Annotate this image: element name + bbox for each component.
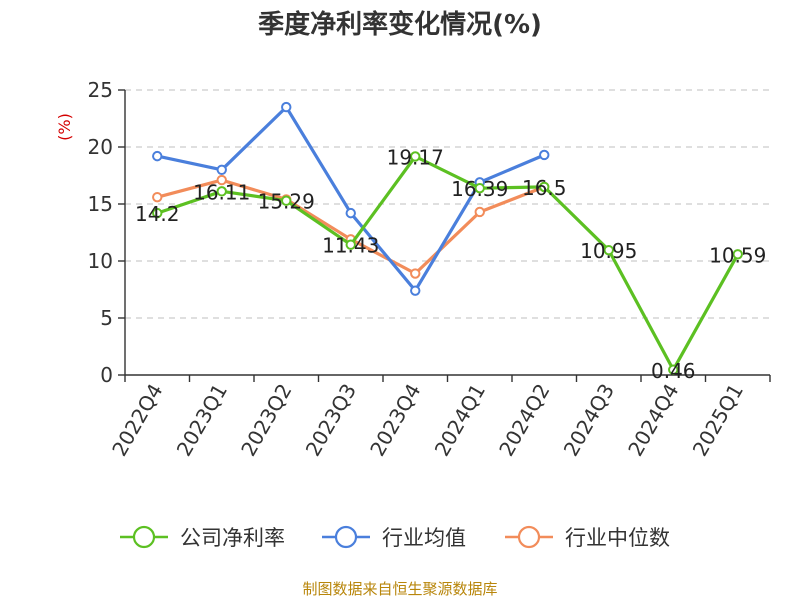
legend-label: 行业均值 (382, 526, 466, 550)
y-tick-labels: 0 5 10 15 20 25 (88, 78, 113, 387)
data-point (152, 191, 163, 203)
series-lines (152, 101, 743, 375)
data-point (410, 268, 421, 279)
data-point (539, 181, 550, 193)
y-tick-label: 0 (100, 363, 113, 387)
y-tick-label: 25 (88, 78, 113, 102)
x-tick-label: 2023Q4 (365, 380, 425, 461)
data-label: 16.5 (522, 176, 567, 200)
x-tick-label: 2024Q2 (494, 380, 554, 461)
data-label: 15.29 (258, 190, 315, 214)
legend-marker (132, 525, 156, 549)
data-label: 0.46 (651, 359, 696, 383)
data-point (281, 195, 292, 206)
legend-item[interactable]: 行业均值 (322, 525, 466, 550)
legend-label: 行业中位数 (565, 526, 670, 550)
data-point (152, 207, 163, 219)
data-point (732, 249, 743, 260)
x-tick-label: 2023Q2 (236, 380, 296, 461)
legend-item[interactable]: 公司净利率 (120, 525, 285, 550)
data-label: 19.17 (387, 145, 444, 169)
data-point (216, 174, 227, 186)
legend[interactable]: 公司净利率 行业均值 行业中位数 (120, 525, 670, 550)
data-point (474, 206, 485, 218)
data-label: 11.43 (322, 234, 379, 258)
data-point (216, 186, 227, 197)
data-point (152, 150, 163, 162)
series-0 (152, 151, 743, 375)
series-line (156, 154, 740, 372)
data-label: 10.59 (709, 243, 766, 267)
y-tick-label: 15 (88, 192, 113, 216)
data-point (345, 239, 356, 250)
data-label: 14.2 (135, 202, 180, 226)
grid-lines (125, 89, 770, 319)
legend-marker (334, 525, 358, 549)
x-tick-labels: 2022Q4 2023Q1 2023Q2 2023Q3 2023Q4 2024Q1 2024… (107, 380, 748, 461)
x-tick-label: 2025Q1 (688, 380, 748, 461)
data-point (410, 151, 421, 162)
data-point (603, 244, 614, 256)
x-tick-label: 2024Q4 (623, 380, 683, 461)
data-point (668, 364, 679, 375)
data-labels: 14.2 16.11 15.29 11.43 19.17 16.39 16.5 10.95 0.… (135, 145, 766, 382)
y-tick-label: 5 (100, 306, 113, 330)
y-axis-unit: (%) (55, 113, 74, 141)
data-label: 16.39 (451, 177, 508, 201)
legend-item[interactable]: 行业中位数 (505, 525, 670, 550)
data-point (410, 285, 421, 296)
x-tick-label: 2022Q4 (107, 380, 167, 461)
x-tick-label: 2023Q1 (172, 380, 232, 461)
data-point (281, 101, 292, 113)
legend-marker (517, 525, 541, 549)
x-tick-label: 2024Q3 (559, 380, 619, 461)
chart-title: 季度净利率变化情况(%) (258, 9, 542, 40)
x-tick-label: 2023Q3 (301, 380, 361, 461)
y-tick-label: 20 (88, 135, 113, 159)
data-point (216, 164, 227, 176)
data-label: 10.95 (580, 239, 637, 263)
data-point (539, 149, 550, 161)
axes (118, 89, 771, 382)
y-tick-label: 10 (88, 249, 113, 273)
data-source-note: 制图数据来自恒生聚源数据库 (302, 580, 497, 598)
data-point (345, 207, 356, 219)
data-label: 16.11 (193, 180, 250, 204)
data-point (474, 182, 485, 194)
legend-label: 公司净利率 (180, 526, 285, 550)
x-tick-label: 2024Q1 (430, 380, 490, 461)
